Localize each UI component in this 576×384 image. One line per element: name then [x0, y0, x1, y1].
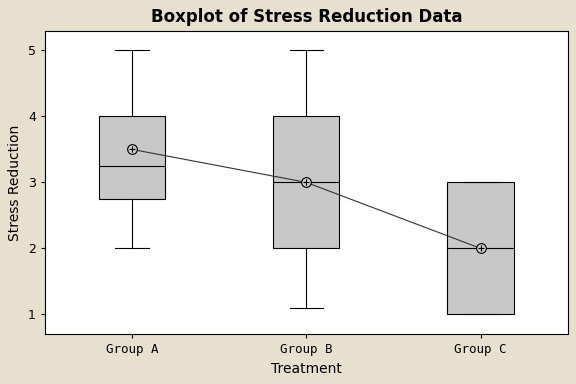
PathPatch shape [273, 116, 339, 248]
PathPatch shape [99, 116, 165, 199]
Title: Boxplot of Stress Reduction Data: Boxplot of Stress Reduction Data [150, 8, 462, 26]
Y-axis label: Stress Reduction: Stress Reduction [8, 124, 22, 240]
X-axis label: Treatment: Treatment [271, 362, 342, 376]
PathPatch shape [448, 182, 514, 314]
